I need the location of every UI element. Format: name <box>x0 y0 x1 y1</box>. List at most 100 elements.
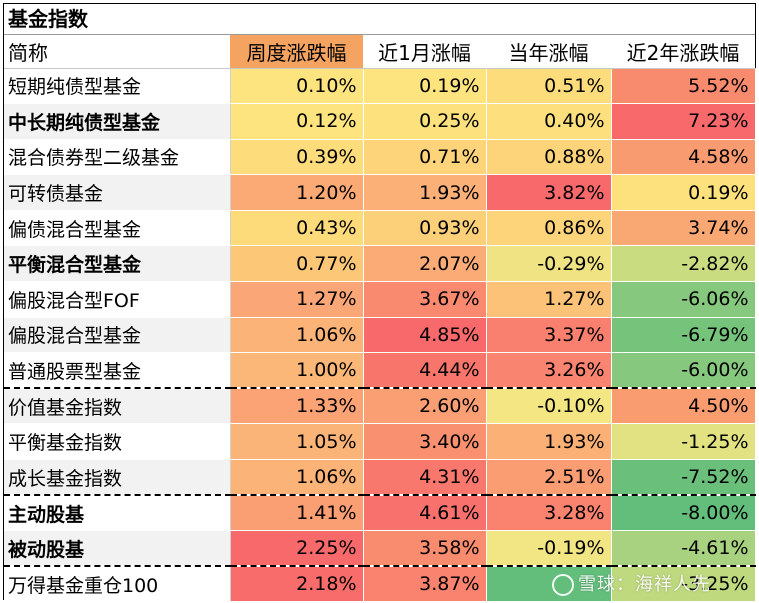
table-row: 中长期纯债型基金 0.12% 0.25% 0.40% 7.23% <box>4 103 756 140</box>
fund-index-table: 简称 周度涨跌幅 近1月涨幅 当年涨幅 近2年涨跌幅 短期纯债型基金 0.10% 0… <box>4 35 756 603</box>
month-change-cell: 4.61% <box>363 495 487 532</box>
two-year-change-cell: -6.79% <box>611 317 756 354</box>
table-row: 偏股混合型FOF 1.27% 3.67% 1.27% -6.06% <box>4 281 756 318</box>
month-change-cell: 0.93% <box>363 210 487 247</box>
weekly-change-cell: 1.41% <box>230 495 364 532</box>
ytd-change-cell: -0.29% <box>486 245 612 283</box>
fund-name-cell: 价值基金指数 <box>4 388 231 425</box>
weekly-change-cell: 1.05% <box>230 423 364 461</box>
two-year-change-cell: -7.52% <box>611 459 756 497</box>
weekly-change-cell: 1.27% <box>230 281 364 318</box>
two-year-change-cell: -4.61% <box>611 530 756 568</box>
ytd-change-cell: 3.82% <box>486 174 612 211</box>
weekly-change-cell: 0.43% <box>230 210 364 247</box>
month-change-cell: 3.58% <box>363 530 487 568</box>
month-change-cell: 0.71% <box>363 139 487 176</box>
col-header-name: 简称 <box>4 35 230 69</box>
weekly-change-cell: 1.20% <box>230 174 364 211</box>
fund-name-cell: 偏债混合型基金 <box>4 210 231 247</box>
header-row: 简称 周度涨跌幅 近1月涨幅 当年涨幅 近2年涨跌幅 <box>4 35 755 69</box>
fund-name-cell: 偏股混合型基金 <box>4 317 231 354</box>
snowball-logo-icon <box>552 574 574 596</box>
fund-name-cell: 成长基金指数 <box>4 459 231 497</box>
ytd-change-cell: 2.51% <box>486 459 612 497</box>
fund-name-cell: 中长期纯债型基金 <box>4 103 231 140</box>
fund-name-cell: 偏股混合型FOF <box>4 281 231 318</box>
col-header-ytd: 当年涨幅 <box>486 35 611 69</box>
month-change-cell: 3.67% <box>363 281 487 318</box>
ytd-change-cell: 1.93% <box>486 423 612 461</box>
table-row: 可转债基金 1.20% 1.93% 3.82% 0.19% <box>4 174 756 211</box>
fund-name-cell: 万得基金重仓100 <box>4 566 231 603</box>
month-change-cell: 1.93% <box>363 174 487 211</box>
col-header-2y: 近2年涨跌幅 <box>611 35 755 69</box>
weekly-change-cell: 0.77% <box>230 245 364 283</box>
weekly-change-cell: 1.06% <box>230 459 364 497</box>
two-year-change-cell: -6.06% <box>611 281 756 318</box>
table-row: 平衡基金指数 1.05% 3.40% 1.93% -1.25% <box>4 423 756 461</box>
ytd-change-cell: 0.88% <box>486 139 612 176</box>
weekly-change-cell: 2.25% <box>230 530 364 568</box>
weekly-change-cell: 2.18% <box>230 566 364 603</box>
month-change-cell: 4.44% <box>363 352 487 390</box>
weekly-change-cell: 1.33% <box>230 388 364 425</box>
fund-name-cell: 被动股基 <box>4 530 231 568</box>
ytd-change-cell <box>486 566 612 603</box>
month-change-cell: 4.31% <box>363 459 487 497</box>
month-change-cell: 2.07% <box>363 245 487 283</box>
two-year-change-cell: -2.82% <box>611 245 756 283</box>
table-row: 平衡混合型基金 0.77% 2.07% -0.29% -2.82% <box>4 245 756 283</box>
two-year-change-cell: -3.25% <box>611 566 756 603</box>
watermark: 雪球：海祥人先 <box>552 570 711 596</box>
two-year-change-cell: -8.00% <box>611 495 756 532</box>
two-year-change-cell: 4.50% <box>611 388 756 425</box>
col-header-1m: 近1月涨幅 <box>363 35 486 69</box>
ytd-change-cell: 0.86% <box>486 210 612 247</box>
fund-name-cell: 平衡基金指数 <box>4 423 231 461</box>
fund-name-cell: 普通股票型基金 <box>4 352 231 390</box>
month-change-cell: 2.60% <box>363 388 487 425</box>
weekly-change-cell: 0.12% <box>230 103 364 140</box>
table-row: 被动股基 2.25% 3.58% -0.19% -4.61% <box>4 530 756 568</box>
month-change-cell: 3.40% <box>363 423 487 461</box>
table-row: 偏债混合型基金 0.43% 0.93% 0.86% 3.74% <box>4 210 756 247</box>
month-change-cell: 3.87% <box>363 566 487 603</box>
month-change-cell: 0.19% <box>363 68 487 105</box>
col-header-weekly: 周度涨跌幅 <box>230 35 363 69</box>
weekly-change-cell: 0.10% <box>230 68 364 105</box>
two-year-change-cell: 4.58% <box>611 139 756 176</box>
table-row: 价值基金指数 1.33% 2.60% -0.10% 4.50% <box>4 388 756 425</box>
table-row: 偏股混合型基金 1.06% 4.85% 3.37% -6.79% <box>4 317 756 354</box>
table-row: 万得基金重仓100 2.18% 3.87% -3.25% <box>4 566 756 603</box>
weekly-change-cell: 1.06% <box>230 317 364 354</box>
fund-name-cell: 可转债基金 <box>4 174 231 211</box>
table-row: 主动股基 1.41% 4.61% 3.28% -8.00% <box>4 495 756 532</box>
table-row: 短期纯债型基金 0.10% 0.19% 0.51% 5.52% <box>4 68 756 105</box>
two-year-change-cell: 0.19% <box>611 174 756 211</box>
fund-index-table-panel: 基金指数 简称 周度涨跌幅 近1月涨幅 当年涨幅 近2年涨跌幅 短期纯债型基金 0… <box>3 3 756 603</box>
ytd-change-cell: 3.28% <box>486 495 612 532</box>
two-year-change-cell: -6.00% <box>611 352 756 390</box>
fund-name-cell: 主动股基 <box>4 495 231 532</box>
watermark-text: 雪球：海祥人先 <box>578 574 711 595</box>
ytd-change-cell: -0.10% <box>486 388 612 425</box>
two-year-change-cell: 3.74% <box>611 210 756 247</box>
month-change-cell: 4.85% <box>363 317 487 354</box>
ytd-change-cell: 1.27% <box>486 281 612 318</box>
two-year-change-cell: 7.23% <box>611 103 756 140</box>
two-year-change-cell: -1.25% <box>611 423 756 461</box>
ytd-change-cell: -0.19% <box>486 530 612 568</box>
table-row: 成长基金指数 1.06% 4.31% 2.51% -7.52% <box>4 459 756 497</box>
table-title: 基金指数 <box>4 4 755 35</box>
table-row: 普通股票型基金 1.00% 4.44% 3.26% -6.00% <box>4 352 756 390</box>
fund-name-cell: 短期纯债型基金 <box>4 68 231 105</box>
fund-name-cell: 混合债券型二级基金 <box>4 139 231 176</box>
ytd-change-cell: 0.40% <box>486 103 612 140</box>
table-row: 混合债券型二级基金 0.39% 0.71% 0.88% 4.58% <box>4 139 756 176</box>
ytd-change-cell: 3.37% <box>486 317 612 354</box>
weekly-change-cell: 1.00% <box>230 352 364 390</box>
ytd-change-cell: 3.26% <box>486 352 612 390</box>
fund-name-cell: 平衡混合型基金 <box>4 245 231 283</box>
weekly-change-cell: 0.39% <box>230 139 364 176</box>
two-year-change-cell: 5.52% <box>611 68 756 105</box>
